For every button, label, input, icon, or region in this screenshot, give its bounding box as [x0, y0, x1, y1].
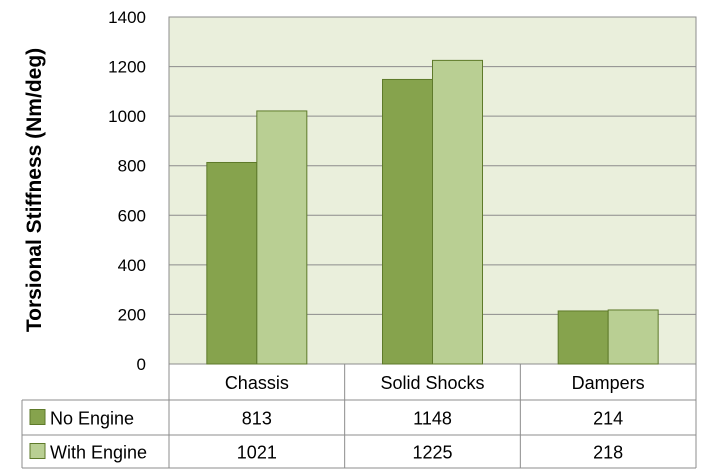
y-tick-label: 600: [118, 206, 146, 225]
bar-with-engine-solid-shocks: [432, 59, 483, 365]
bar-no-engine-solid-shocks: [382, 78, 433, 365]
table-value: 218: [593, 443, 623, 463]
y-tick-label: 1200: [108, 58, 146, 77]
bars: [206, 59, 659, 365]
data-table: Chassis Solid Shocks Dampers No Engine 813 11…: [21, 364, 697, 469]
table-value: 214: [593, 409, 623, 429]
bar-with-engine-chassis: [256, 110, 308, 365]
table-value: 1148: [413, 409, 452, 429]
y-tick-label: 200: [118, 305, 146, 324]
y-axis-ticks: 0 200 400 600 800 1000 1200 1400: [108, 8, 146, 374]
y-tick-label: 1400: [108, 8, 146, 27]
legend-swatch: [29, 409, 46, 425]
y-tick-label: 800: [118, 157, 146, 176]
x-category-label: Dampers: [572, 373, 645, 393]
legend-label: No Engine: [50, 409, 134, 429]
x-category-label: Solid Shocks: [380, 373, 484, 393]
legend-swatch: [29, 443, 46, 459]
y-tick-label: 1000: [108, 107, 146, 126]
x-category-label: Chassis: [225, 373, 289, 393]
y-tick-label: 0: [137, 355, 146, 374]
table-value: 813: [242, 409, 272, 429]
bar-no-engine-chassis: [206, 161, 258, 365]
table-value: 1225: [412, 443, 452, 463]
y-axis-label: Torsional Stiffness (Nm/deg): [23, 48, 46, 332]
legend-label: With Engine: [50, 443, 147, 463]
bar-no-engine-dampers: [557, 310, 609, 365]
y-tick-label: 400: [118, 256, 146, 275]
bar-with-engine-dampers: [607, 309, 659, 365]
table-value: 1021: [237, 443, 277, 463]
